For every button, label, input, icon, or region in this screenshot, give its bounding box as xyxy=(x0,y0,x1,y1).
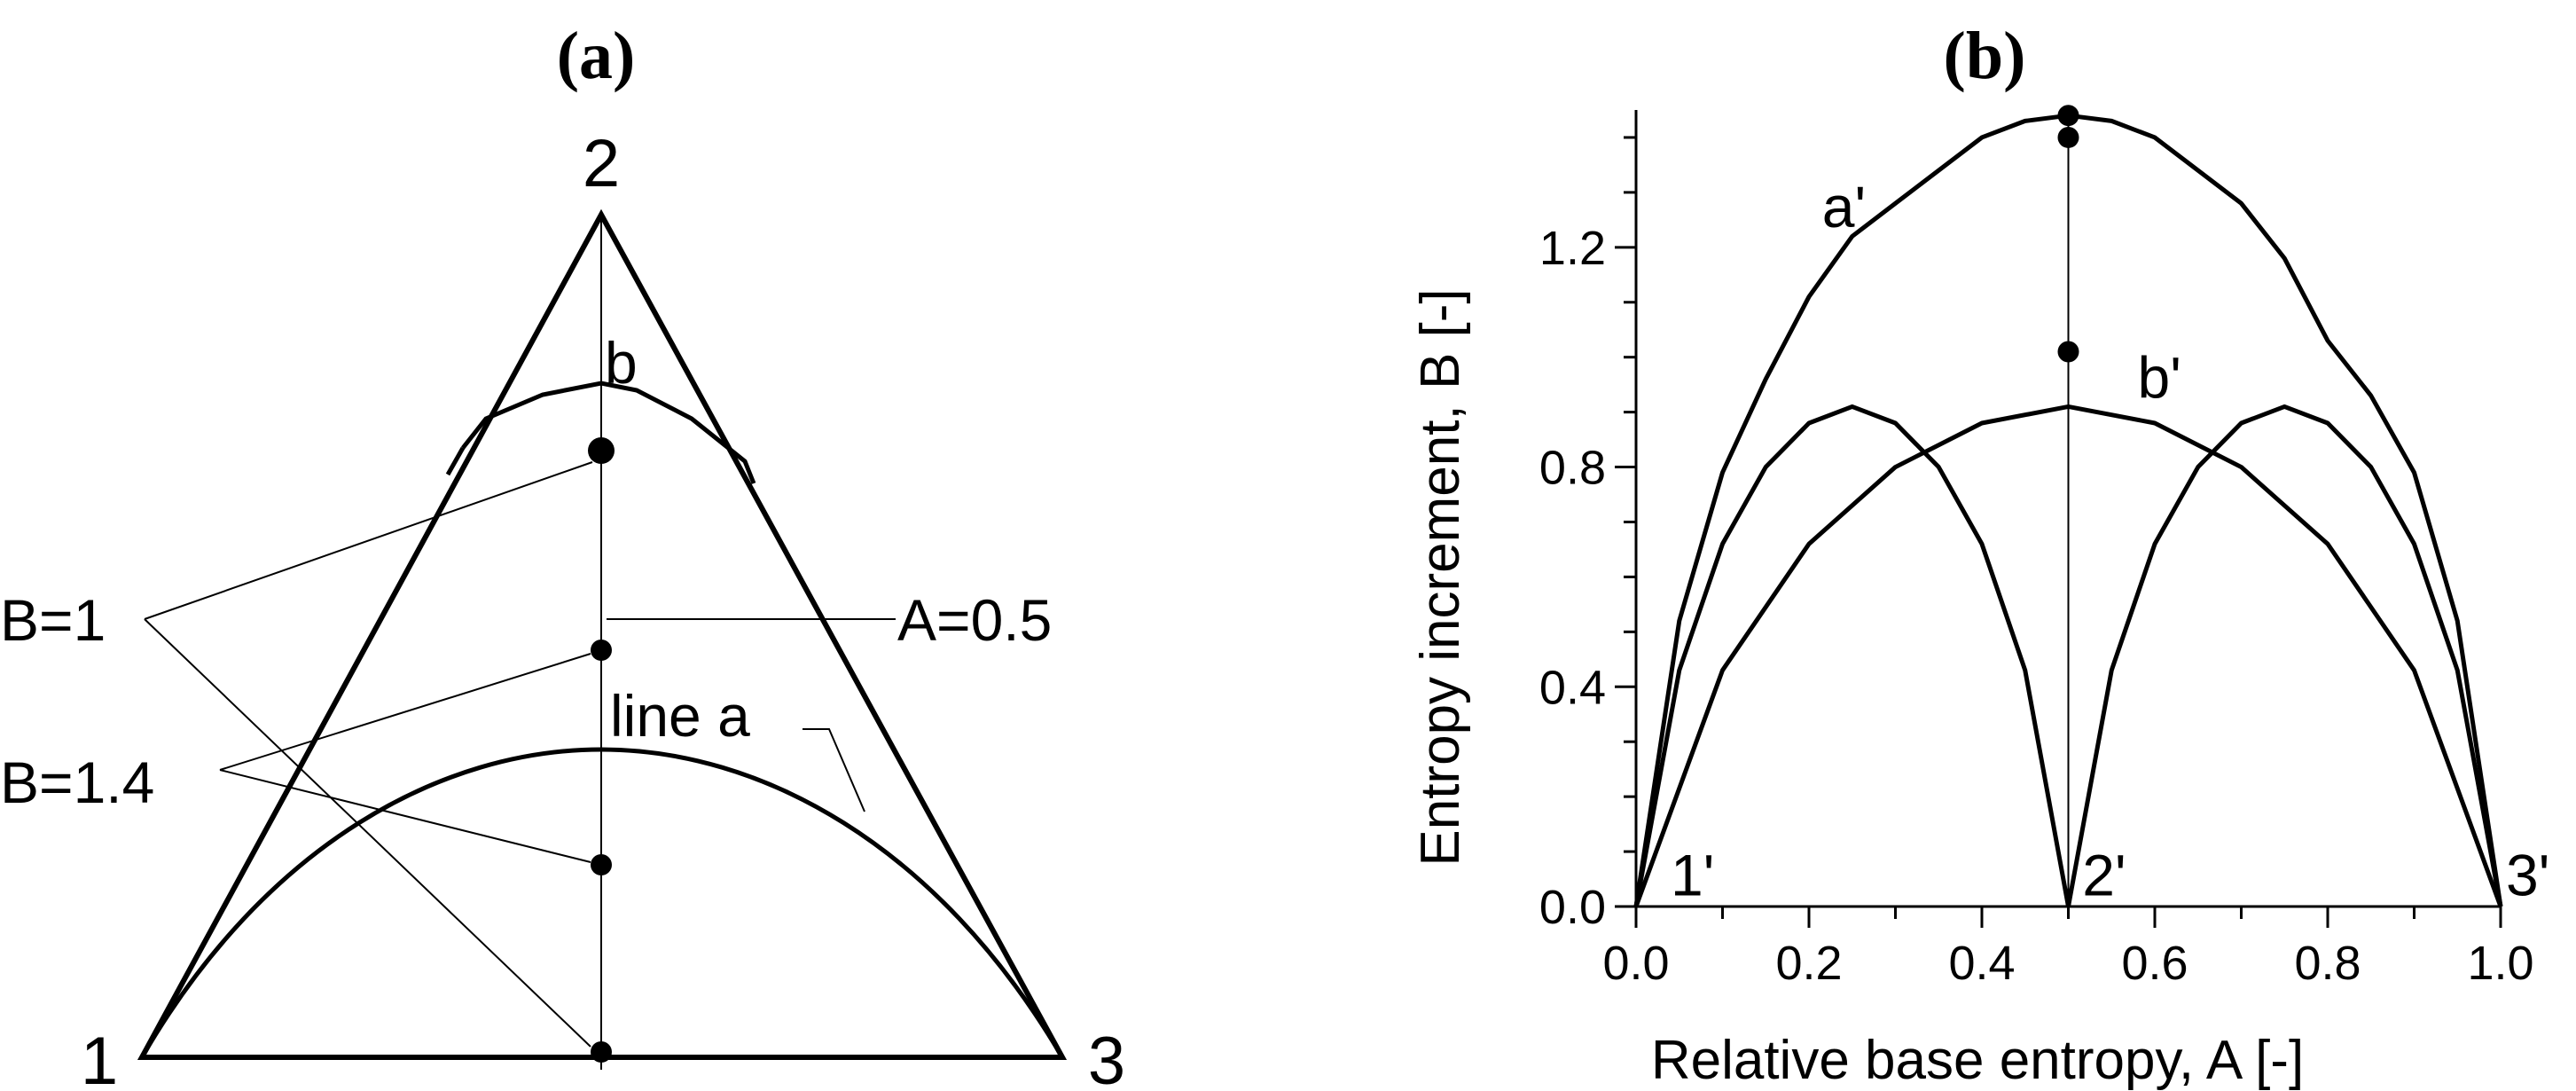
y-tick-label: 0.8 xyxy=(1539,442,1606,495)
leader-b1-lower xyxy=(144,618,591,1048)
curve-line-a xyxy=(139,747,1065,1059)
x-tick-label: 0.8 xyxy=(2294,937,2361,990)
series-line-4 xyxy=(2066,404,2503,907)
leader-b14-upper xyxy=(219,653,591,771)
curve-line-a-label: line a xyxy=(610,683,750,749)
y-tick-label: 0.0 xyxy=(1539,881,1606,934)
panel-b: (b) 0.0 0.2 0.4 0.6 0.8 1.0 0.0 0.4 0.8 1.2 a' b' 1'… xyxy=(1410,19,2549,1091)
annotation-b-one: B=1 xyxy=(0,587,106,653)
x-tick-label: 0.6 xyxy=(2121,937,2188,990)
point-label-1-prime: 1' xyxy=(1671,843,1714,908)
panel-a-label: (a) xyxy=(557,19,636,93)
y-axis-label: Entropy increment, B [-] xyxy=(1410,288,1471,866)
curve-b xyxy=(461,381,756,484)
leader-b1-upper xyxy=(144,461,593,620)
x-tick-label: 0.2 xyxy=(1775,937,1842,990)
vertex-label-1: 1 xyxy=(81,1024,118,1091)
x-tick-label: 1.0 xyxy=(2467,937,2533,990)
x-tick-label: 0.0 xyxy=(1602,937,1669,990)
leader-b14-lower xyxy=(219,769,591,863)
point-mid-upper xyxy=(591,640,612,661)
x-axis-label: Relative base entropy, A [-] xyxy=(1651,1030,2304,1091)
series-label-a-prime: a' xyxy=(1822,174,1866,239)
marker-point xyxy=(2057,105,2079,127)
vertex-label-3: 3 xyxy=(1088,1024,1125,1091)
point-bottom xyxy=(591,1041,612,1063)
series-line-3 xyxy=(1633,404,2071,907)
series-line-2 xyxy=(1633,404,2503,907)
curve-b-tick-left xyxy=(445,446,466,476)
series-label-b-prime: b' xyxy=(2138,344,2181,410)
leader-line-a xyxy=(803,728,865,812)
marker-point xyxy=(2057,126,2079,148)
curve-b-label: b xyxy=(605,330,638,396)
annotation-b-one-four: B=1.4 xyxy=(0,750,154,815)
vertex-label-2: 2 xyxy=(583,126,620,201)
x-tick-label: 0.4 xyxy=(1948,937,2015,990)
panel-b-label: (b) xyxy=(1944,19,2026,93)
point-label-3-prime: 3' xyxy=(2506,843,2549,908)
annotation-a-half: A=0.5 xyxy=(897,587,1052,653)
point-label-2-prime: 2' xyxy=(2082,843,2126,908)
point-b-top xyxy=(588,437,615,464)
y-tick-label: 1.2 xyxy=(1539,222,1606,275)
y-tick-label: 0.4 xyxy=(1539,661,1606,714)
marker-point xyxy=(2057,341,2079,363)
plot-area: 0.0 0.2 0.4 0.6 0.8 1.0 0.0 0.4 0.8 1.2 a' b' 1' 2' 3' xyxy=(1539,105,2549,990)
point-mid-lower xyxy=(591,854,612,875)
panel-a: (a) 2 1 3 b line a A=0.5 B=1 B=1.4 xyxy=(0,19,1125,1091)
